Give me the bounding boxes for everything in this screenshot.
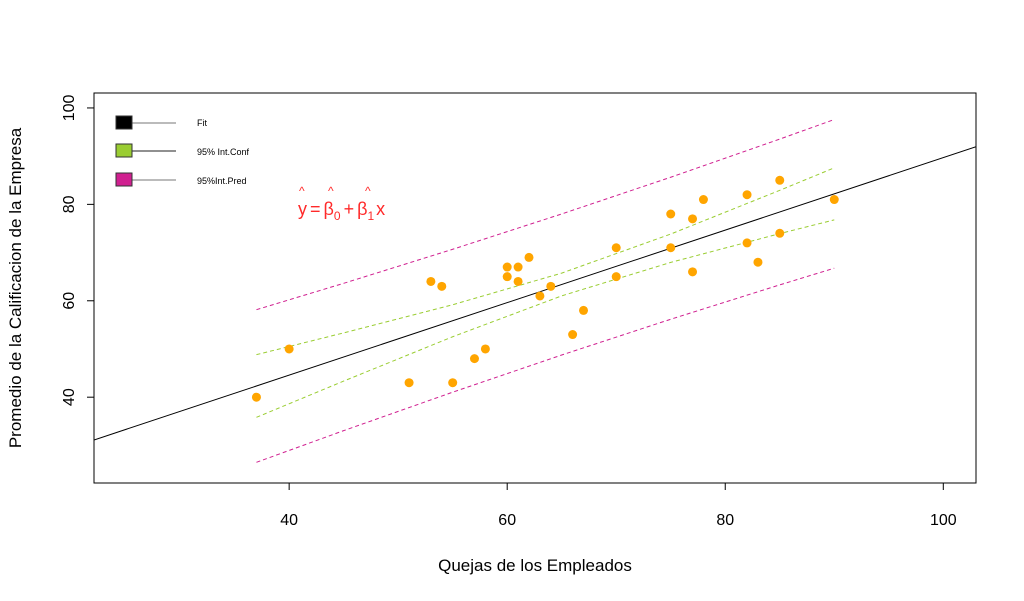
legend-swatch-pred	[115, 172, 133, 187]
conf-upper-line	[256, 167, 835, 356]
data-point	[251, 392, 261, 402]
x-tick-label: 80	[716, 512, 734, 529]
data-point	[698, 195, 708, 205]
legend-swatch-conf	[115, 143, 133, 158]
data-point	[568, 330, 578, 340]
data-point	[666, 243, 676, 253]
y-tick-label: 40	[61, 388, 78, 406]
formula-sub1: 1	[367, 209, 374, 223]
legend-label-fit: Fit	[197, 118, 207, 128]
formula-body: y = β0 + β1 x	[298, 199, 385, 223]
data-point	[426, 276, 436, 286]
data-point	[469, 354, 479, 364]
legend-swatch-fit	[115, 115, 133, 130]
x-tick-label: 100	[930, 512, 957, 529]
data-point	[829, 195, 839, 205]
data-point	[546, 281, 556, 291]
data-point	[502, 272, 512, 282]
fit-line	[94, 146, 976, 441]
formula-hat-b0: ^	[328, 184, 334, 198]
formula-x: x	[376, 199, 385, 219]
data-point	[535, 291, 545, 301]
data-point	[513, 262, 523, 272]
plot-area	[94, 119, 976, 463]
data-point	[480, 344, 490, 354]
y-tick-label: 60	[61, 292, 78, 310]
data-point	[611, 243, 621, 253]
data-point	[775, 175, 785, 185]
formula-y: y	[298, 199, 307, 219]
legend-label-conf: 95% Int.Conf	[197, 147, 250, 157]
y-axis-title: Promedio de la Calificacion de la Empres…	[6, 127, 25, 448]
x-tick-label: 60	[498, 512, 516, 529]
data-point	[579, 305, 589, 315]
y-tick-label: 80	[61, 195, 78, 213]
data-point	[742, 238, 752, 248]
data-point	[404, 378, 414, 388]
pred-lower-line	[256, 267, 835, 463]
formula-beta1: β	[357, 199, 367, 219]
data-point	[284, 344, 294, 354]
data-point	[437, 281, 447, 291]
data-point	[688, 214, 698, 224]
data-point	[502, 262, 512, 272]
formula-hat-b1: ^	[365, 184, 371, 198]
x-axis-title: Quejas de los Empleados	[438, 556, 632, 575]
conf-lower-line	[256, 219, 835, 418]
data-point	[513, 276, 523, 286]
formula-hat-y: ^	[299, 184, 305, 198]
data-point	[666, 209, 676, 219]
formula-eq: =	[310, 199, 321, 219]
formula-sub0: 0	[334, 209, 341, 223]
legend-label-pred: 95%Int.Pred	[197, 176, 247, 186]
legend: Fit 95% Int.Conf 95%Int.Pred	[115, 115, 250, 187]
data-point	[524, 252, 534, 262]
data-point	[448, 378, 458, 388]
formula-beta0: β	[324, 199, 334, 219]
data-point	[611, 272, 621, 282]
formula-plus: +	[344, 199, 355, 219]
x-tick-label: 40	[280, 512, 298, 529]
data-point	[753, 257, 763, 267]
y-tick-label: 100	[61, 94, 78, 121]
regression-formula: ^ ^ ^ y = β0 + β1 x	[298, 184, 385, 223]
pred-upper-line	[256, 119, 835, 311]
data-point	[688, 267, 698, 277]
data-point	[775, 228, 785, 238]
data-point	[742, 190, 752, 200]
